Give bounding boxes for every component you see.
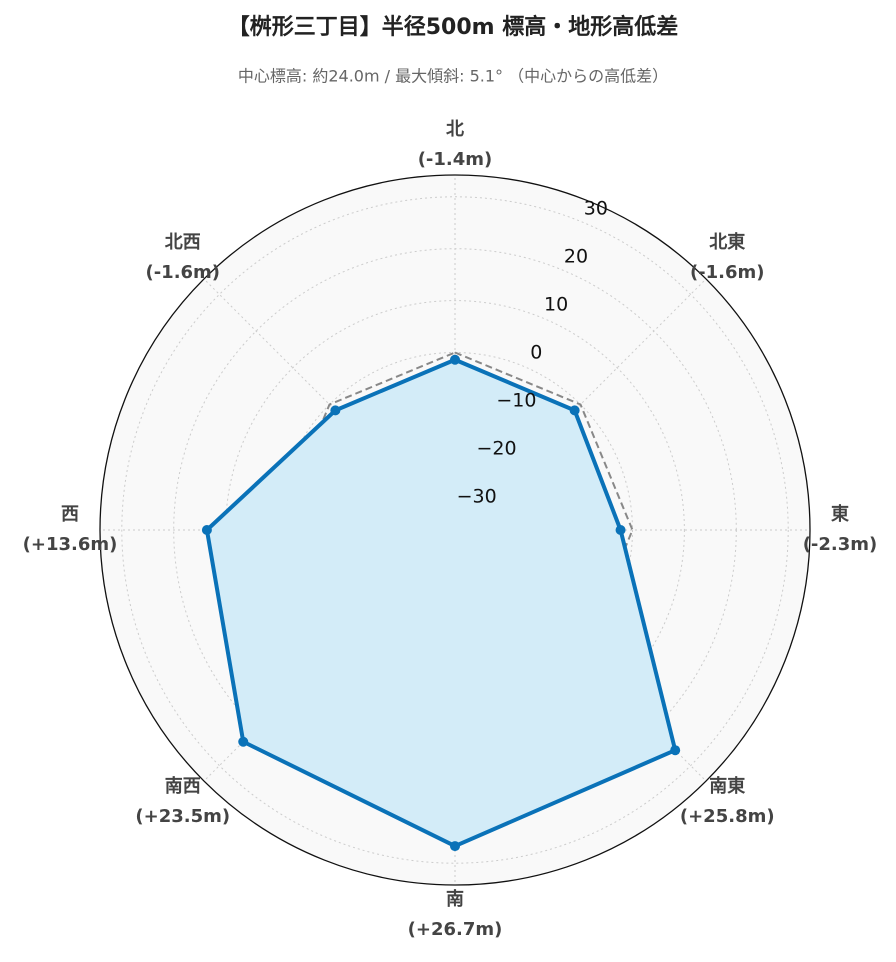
r-tick-label: 20 <box>564 246 588 268</box>
value-label: (+26.7m) <box>408 919 503 940</box>
radar-point <box>450 841 460 852</box>
grid-circle <box>121 196 789 864</box>
value-label: (-1.6m) <box>690 262 765 283</box>
category-label: 南 <box>446 888 464 910</box>
value-label: (+13.6m) <box>23 534 118 555</box>
spoke <box>454 278 707 531</box>
value-label: (+23.5m) <box>135 806 230 827</box>
value-label: (-2.3m) <box>803 534 878 555</box>
radar-point <box>238 736 249 747</box>
category-label: 西 <box>61 504 79 525</box>
plot-border <box>99 174 811 886</box>
chart-title: 【桝形三丁目】半径500m 標高・地形高低差 <box>228 14 679 40</box>
category-label: 南西 <box>165 775 201 797</box>
category-label: 北 <box>446 119 464 140</box>
category-label: 北東 <box>709 231 745 253</box>
category-label: 北西 <box>165 232 201 253</box>
value-label: (-1.4m) <box>418 149 493 170</box>
r-tick-label: 10 <box>544 294 568 316</box>
radar-point <box>615 525 626 535</box>
radar-point <box>450 354 460 365</box>
spoke <box>203 278 456 531</box>
r-tick-label: 30 <box>584 198 608 220</box>
chart-subtitle: 中心標高: 約24.0m / 最大傾斜: 5.1° （中心からの高低差） <box>238 67 668 86</box>
r-tick-label: −30 <box>457 485 497 507</box>
r-tick-label: 0 <box>530 342 542 364</box>
r-tick-label: −20 <box>477 437 517 459</box>
value-label: (+25.8m) <box>680 806 775 827</box>
radar-point <box>330 405 341 416</box>
radar-point <box>569 405 580 416</box>
radar-point <box>670 745 681 756</box>
category-label: 南東 <box>709 775 745 797</box>
value-label: (-1.6m) <box>145 262 220 283</box>
radar-point <box>201 525 212 535</box>
category-label: 東 <box>831 503 849 525</box>
r-tick-label: −10 <box>496 390 536 412</box>
